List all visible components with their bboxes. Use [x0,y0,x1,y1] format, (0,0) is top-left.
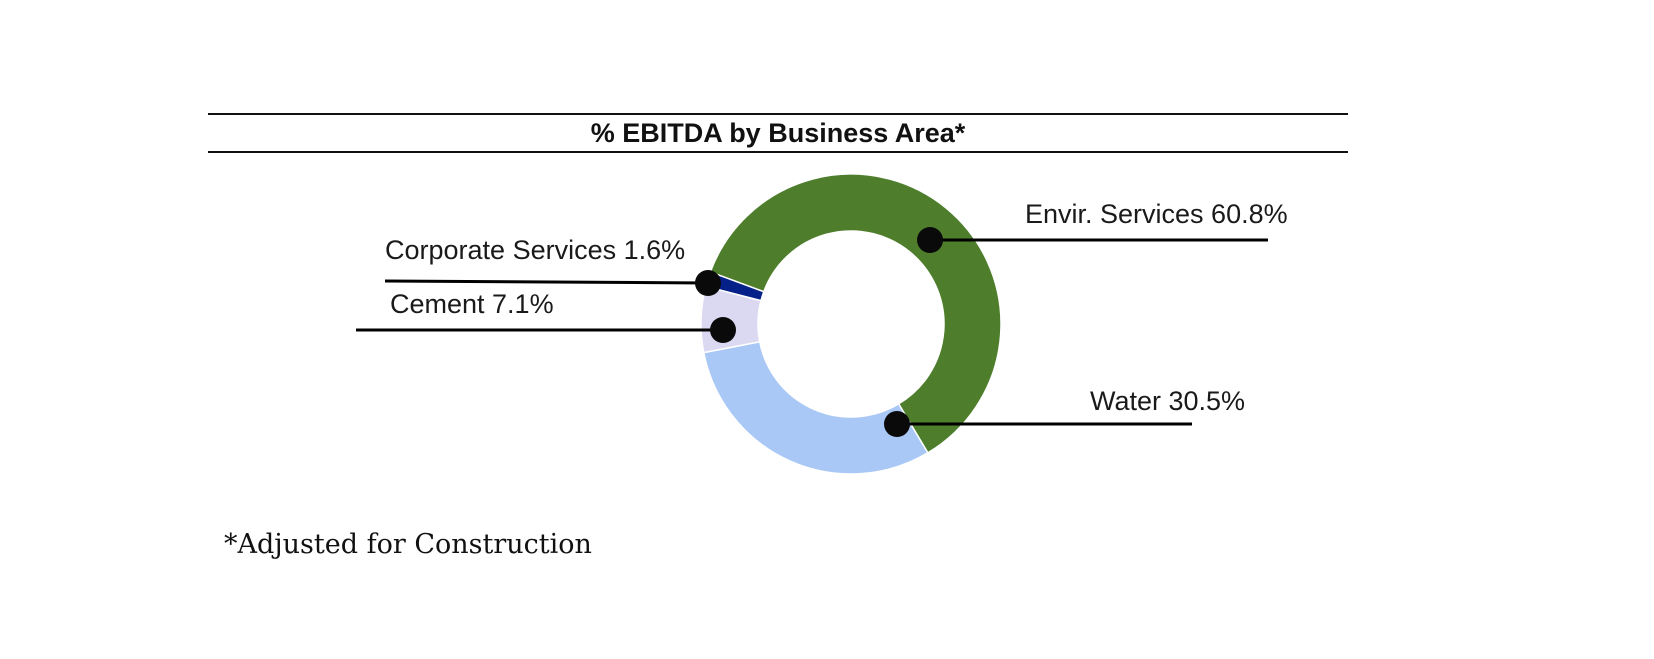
callout-dot-water [884,411,910,437]
title-rule-bottom [208,151,1348,153]
callout-label-corporate-services: Corporate Services 1.6% [385,235,686,265]
callout-label-water: Water 30.5% [1090,386,1246,416]
title-rule-top [208,113,1348,115]
callout-line-corporate-services [384,279,709,285]
callout-dot-cement [710,317,736,343]
callout-dot-envir-services [917,227,943,253]
chart-title: % EBITDA by Business Area* [590,118,966,148]
callout-dot-corporate-services [695,270,721,296]
callout-label-envir-services: Envir. Services 60.8% [1025,199,1288,229]
callout-label-cement: Cement 7.1% [390,289,554,319]
pie-segment-water [702,340,929,475]
chart-footnote: *Adjusted for Construction [224,529,592,560]
